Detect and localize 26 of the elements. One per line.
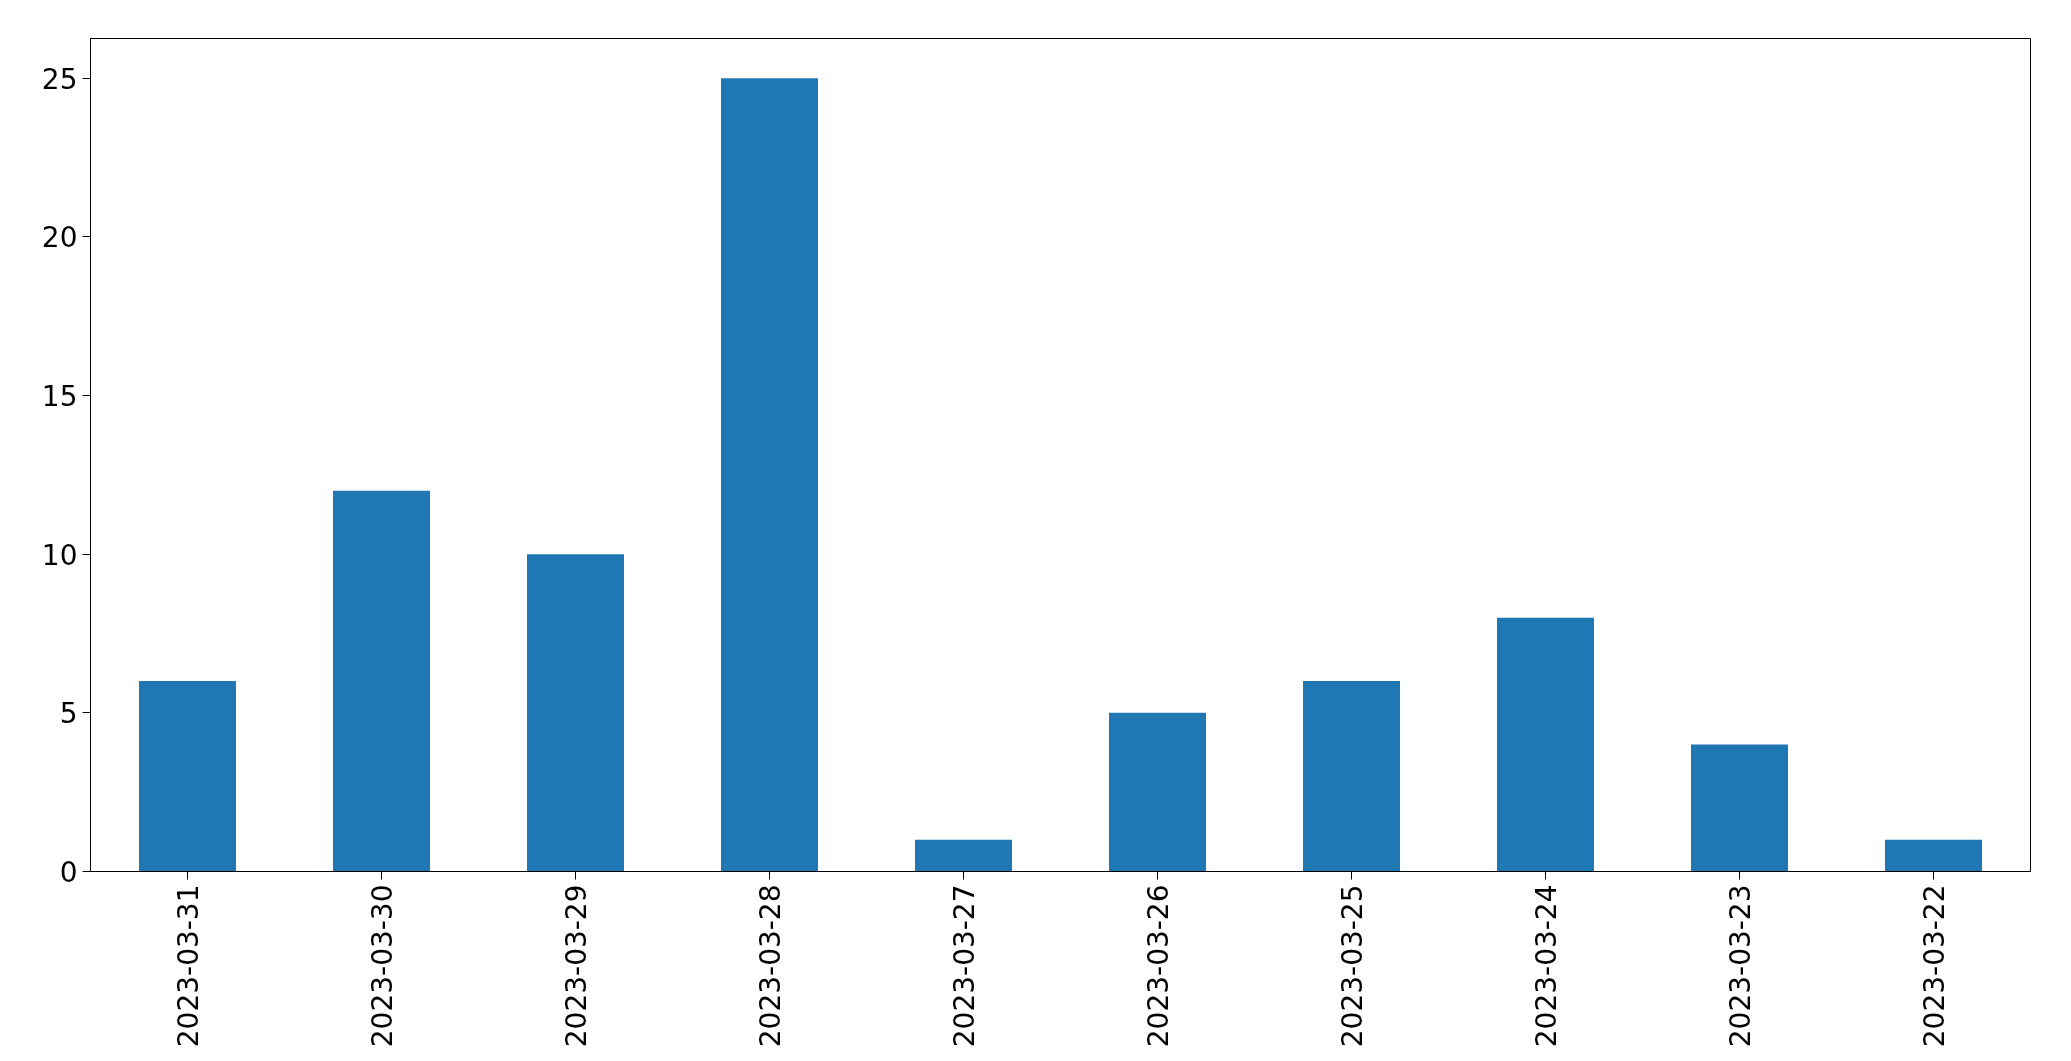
y-tick-label: 10	[41, 538, 78, 572]
bar	[915, 839, 1012, 872]
x-tick-label: 2023-03-23	[1724, 884, 1757, 1048]
y-tick-label: 25	[41, 62, 78, 96]
x-tick-label: 2023-03-27	[948, 884, 981, 1048]
x-tick-label: 2023-03-24	[1530, 884, 1563, 1048]
bar	[1109, 712, 1206, 872]
bar	[527, 554, 624, 872]
bar	[721, 78, 818, 872]
y-tick-label: 0	[59, 856, 78, 889]
bar	[1691, 744, 1788, 872]
x-tick-label: 2023-03-29	[560, 884, 593, 1048]
bar	[1303, 681, 1400, 872]
x-tick-label: 2023-03-31	[172, 884, 205, 1048]
bar	[1885, 839, 1982, 872]
x-tick-label: 2023-03-26	[1142, 884, 1175, 1048]
y-tick-label: 5	[59, 697, 78, 731]
y-tick-label: 20	[41, 221, 78, 255]
x-tick-label: 2023-03-22	[1918, 884, 1951, 1048]
bar	[139, 681, 236, 872]
y-tick-label: 15	[41, 380, 78, 413]
x-tick-label: 2023-03-30	[366, 884, 399, 1048]
x-tick-label: 2023-03-28	[754, 884, 787, 1048]
x-tick-label: 2023-03-25	[1336, 884, 1369, 1048]
bar	[1497, 617, 1594, 872]
bar	[333, 490, 430, 872]
